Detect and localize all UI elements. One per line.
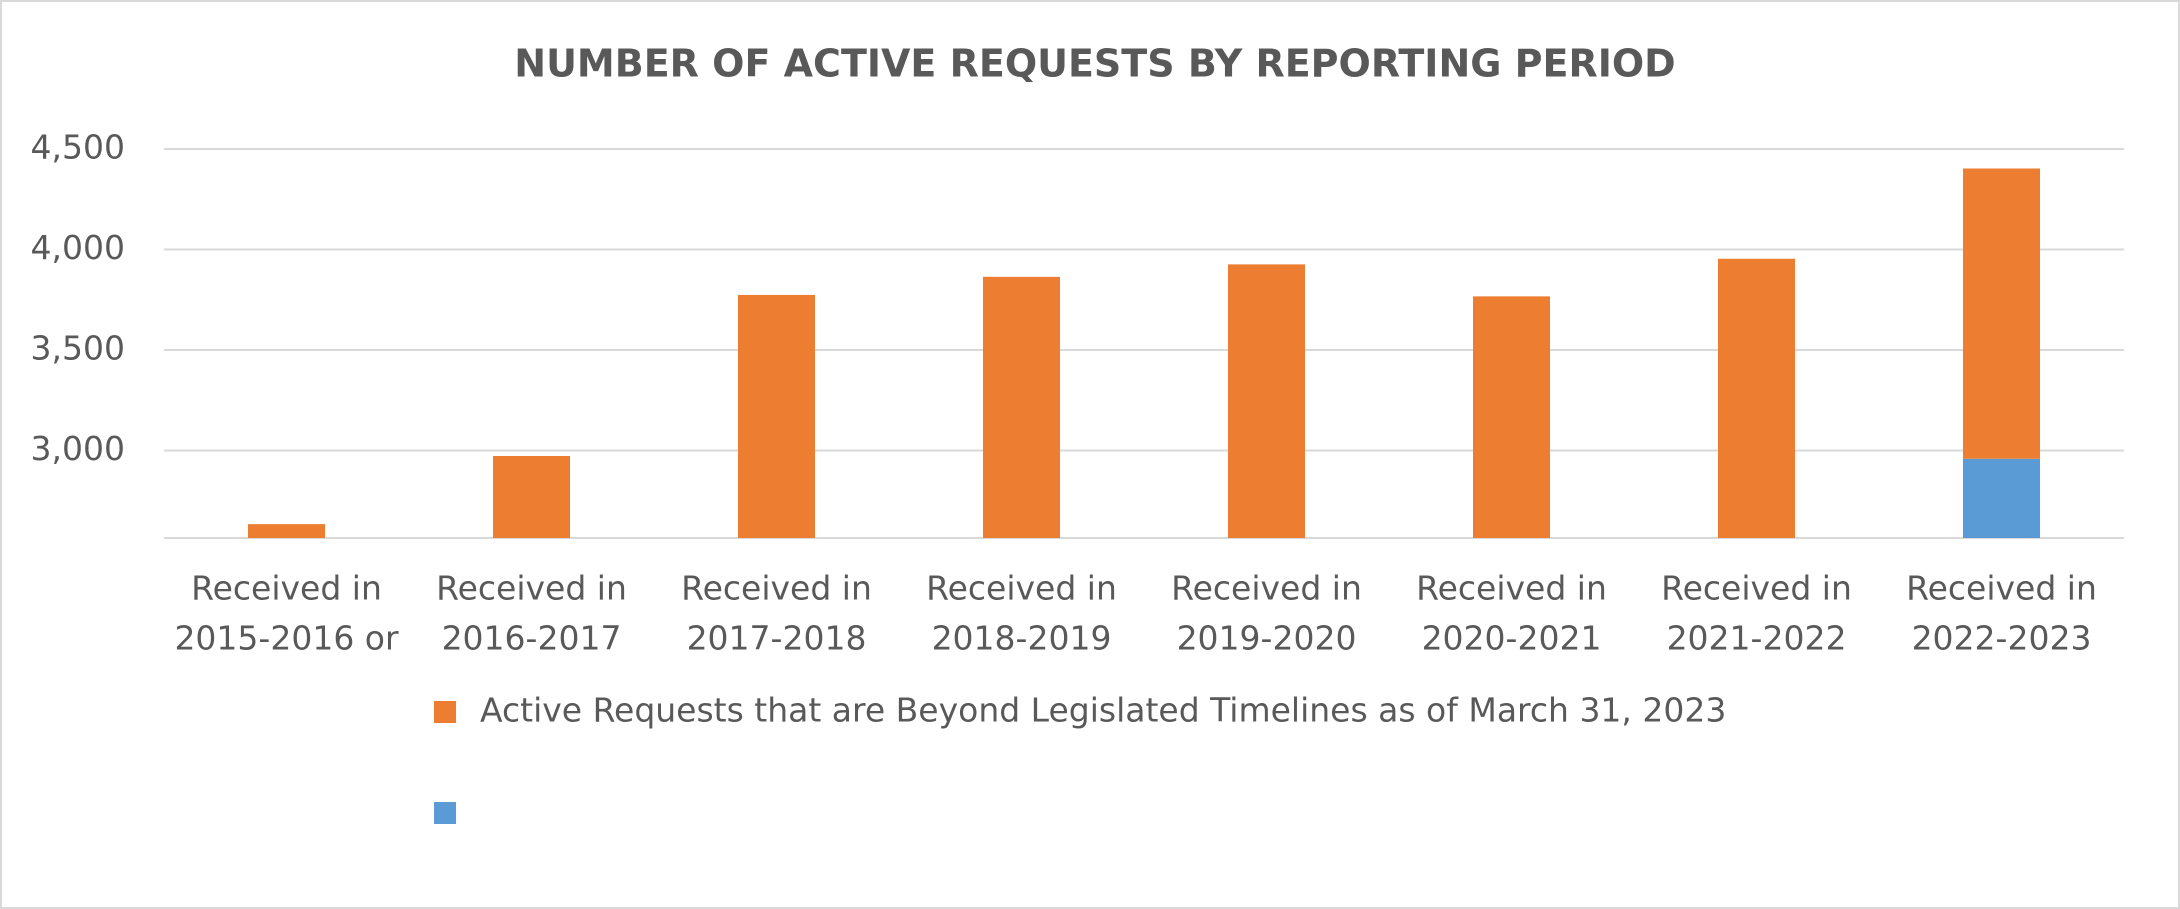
legend-swatch xyxy=(434,802,456,824)
bar xyxy=(248,524,325,538)
x-tick-label: 2016-2017 xyxy=(442,619,622,658)
x-tick-label: Received in xyxy=(1906,569,2097,608)
x-tick-label: Received in xyxy=(1416,569,1607,608)
bar xyxy=(738,294,815,538)
bar xyxy=(1963,458,2040,538)
x-tick-label: 2017-2018 xyxy=(687,619,867,658)
bar xyxy=(1963,168,2040,459)
bar xyxy=(1228,264,1305,538)
x-tick-label: Received in xyxy=(1171,569,1362,608)
x-tick-label: 2020-2021 xyxy=(1422,619,1602,658)
bar xyxy=(1473,296,1550,538)
y-tick-label: 4,500 xyxy=(31,128,125,167)
bar xyxy=(1718,258,1795,538)
y-tick-label: 3,000 xyxy=(31,429,125,468)
x-tick-label: 2019-2020 xyxy=(1177,619,1357,658)
x-tick-label: Received in xyxy=(681,569,872,608)
x-tick-label: 2018-2019 xyxy=(932,619,1112,658)
x-tick-label: Received in xyxy=(191,569,382,608)
x-tick-label: Received in xyxy=(436,569,627,608)
bar xyxy=(983,276,1060,538)
x-tick-label: 2021-2022 xyxy=(1667,619,1847,658)
chart-title: NUMBER OF ACTIVE REQUESTS BY REPORTING P… xyxy=(514,42,1675,86)
y-tick-label: 3,500 xyxy=(31,329,125,368)
x-tick-label: 2022-2023 xyxy=(1912,619,2092,658)
bar xyxy=(493,455,570,538)
x-tick-label: Received in xyxy=(926,569,1117,608)
y-tick-label: 4,000 xyxy=(31,228,125,267)
x-tick-label: Received in xyxy=(1661,569,1852,608)
legend-swatch xyxy=(434,701,456,723)
legend-label: Active Requests that are Beyond Legislat… xyxy=(480,691,1726,730)
x-tick-label: 2015-2016 or xyxy=(174,619,399,658)
